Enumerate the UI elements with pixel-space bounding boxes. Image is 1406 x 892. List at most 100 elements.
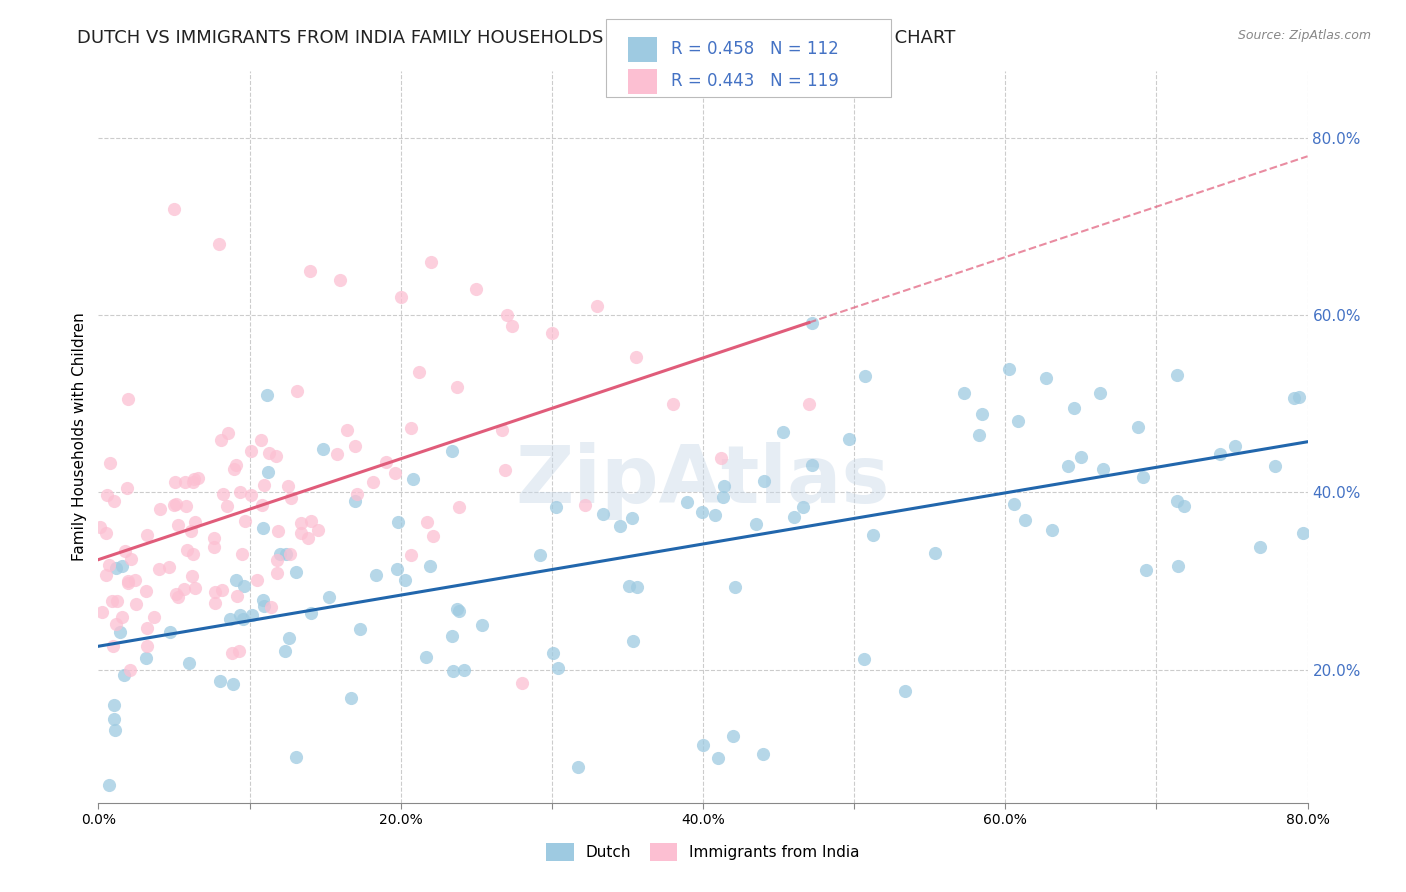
Point bbox=[924, 546, 946, 560]
Point bbox=[1135, 564, 1157, 578]
Point bbox=[183, 475, 205, 490]
Point bbox=[318, 591, 340, 605]
Point bbox=[1056, 459, 1078, 474]
Point bbox=[402, 472, 425, 486]
Point bbox=[1223, 439, 1246, 453]
Point bbox=[208, 237, 231, 252]
Point bbox=[1209, 447, 1232, 461]
Point bbox=[101, 639, 124, 653]
Point bbox=[853, 652, 876, 666]
Point bbox=[299, 264, 322, 278]
Point bbox=[108, 624, 131, 639]
Point bbox=[97, 778, 120, 792]
Point bbox=[105, 593, 128, 607]
Point bbox=[240, 488, 263, 502]
Legend: Dutch, Immigrants from India: Dutch, Immigrants from India bbox=[538, 836, 868, 868]
Point bbox=[420, 255, 443, 269]
Point bbox=[253, 599, 276, 613]
Point bbox=[229, 484, 252, 499]
Point bbox=[179, 656, 201, 670]
Point bbox=[264, 449, 287, 463]
Point bbox=[250, 433, 273, 447]
Point bbox=[157, 560, 180, 574]
Point bbox=[1070, 450, 1092, 464]
Point bbox=[143, 610, 166, 624]
Point bbox=[285, 749, 308, 764]
Point bbox=[307, 523, 329, 537]
Point bbox=[1292, 525, 1315, 540]
Point bbox=[952, 385, 974, 400]
Point bbox=[231, 548, 253, 562]
Point bbox=[278, 632, 301, 646]
Point bbox=[800, 316, 823, 330]
Point bbox=[389, 290, 412, 304]
Point bbox=[408, 365, 430, 379]
Point bbox=[440, 443, 463, 458]
Point bbox=[970, 407, 993, 421]
Point bbox=[97, 558, 120, 572]
Point bbox=[998, 362, 1021, 376]
Point bbox=[233, 579, 256, 593]
Point bbox=[862, 528, 884, 542]
Point bbox=[894, 684, 917, 698]
Point bbox=[176, 542, 198, 557]
Text: ZipAtlas: ZipAtlas bbox=[516, 442, 890, 520]
Point bbox=[1092, 462, 1115, 476]
Point bbox=[541, 646, 564, 660]
Point bbox=[1002, 497, 1025, 511]
Point bbox=[1088, 386, 1111, 401]
Point bbox=[297, 532, 319, 546]
Point bbox=[232, 612, 254, 626]
Point bbox=[797, 397, 820, 411]
Point bbox=[661, 397, 683, 411]
Point bbox=[287, 384, 309, 398]
Point bbox=[626, 580, 648, 594]
Point bbox=[1264, 458, 1286, 473]
Point bbox=[204, 585, 226, 599]
Point bbox=[217, 426, 239, 441]
Text: R = 0.458   N = 112: R = 0.458 N = 112 bbox=[671, 40, 838, 58]
Point bbox=[567, 760, 589, 774]
Point bbox=[165, 497, 187, 511]
Point bbox=[754, 474, 776, 488]
Point bbox=[547, 661, 569, 675]
Point bbox=[299, 606, 322, 620]
Point bbox=[117, 481, 139, 495]
Point bbox=[135, 621, 157, 635]
Point bbox=[713, 490, 735, 504]
Point bbox=[494, 463, 516, 477]
Point bbox=[967, 428, 990, 442]
Point bbox=[101, 594, 124, 608]
Point bbox=[853, 368, 876, 383]
Point bbox=[163, 202, 186, 216]
Point bbox=[1288, 390, 1310, 404]
Point bbox=[1132, 470, 1154, 484]
Point bbox=[173, 475, 195, 489]
Point bbox=[336, 423, 359, 437]
Point bbox=[349, 622, 371, 636]
Point bbox=[228, 644, 250, 658]
Point bbox=[240, 607, 263, 622]
Point bbox=[1282, 391, 1305, 405]
Point bbox=[209, 674, 232, 689]
Point bbox=[399, 548, 422, 562]
Point bbox=[274, 644, 297, 658]
Point bbox=[676, 495, 699, 509]
Point bbox=[219, 612, 242, 626]
Point bbox=[117, 575, 139, 590]
Point bbox=[453, 663, 475, 677]
Point bbox=[1249, 540, 1271, 554]
Point bbox=[277, 479, 299, 493]
Point bbox=[1166, 494, 1188, 508]
Point bbox=[710, 450, 733, 465]
Point bbox=[574, 499, 596, 513]
Point bbox=[366, 568, 388, 582]
Point bbox=[204, 596, 226, 610]
Point bbox=[149, 502, 172, 516]
Point bbox=[221, 646, 243, 660]
Point bbox=[183, 515, 205, 529]
Point bbox=[422, 529, 444, 543]
Point bbox=[745, 517, 768, 532]
Point bbox=[184, 581, 207, 595]
Point bbox=[183, 472, 205, 486]
